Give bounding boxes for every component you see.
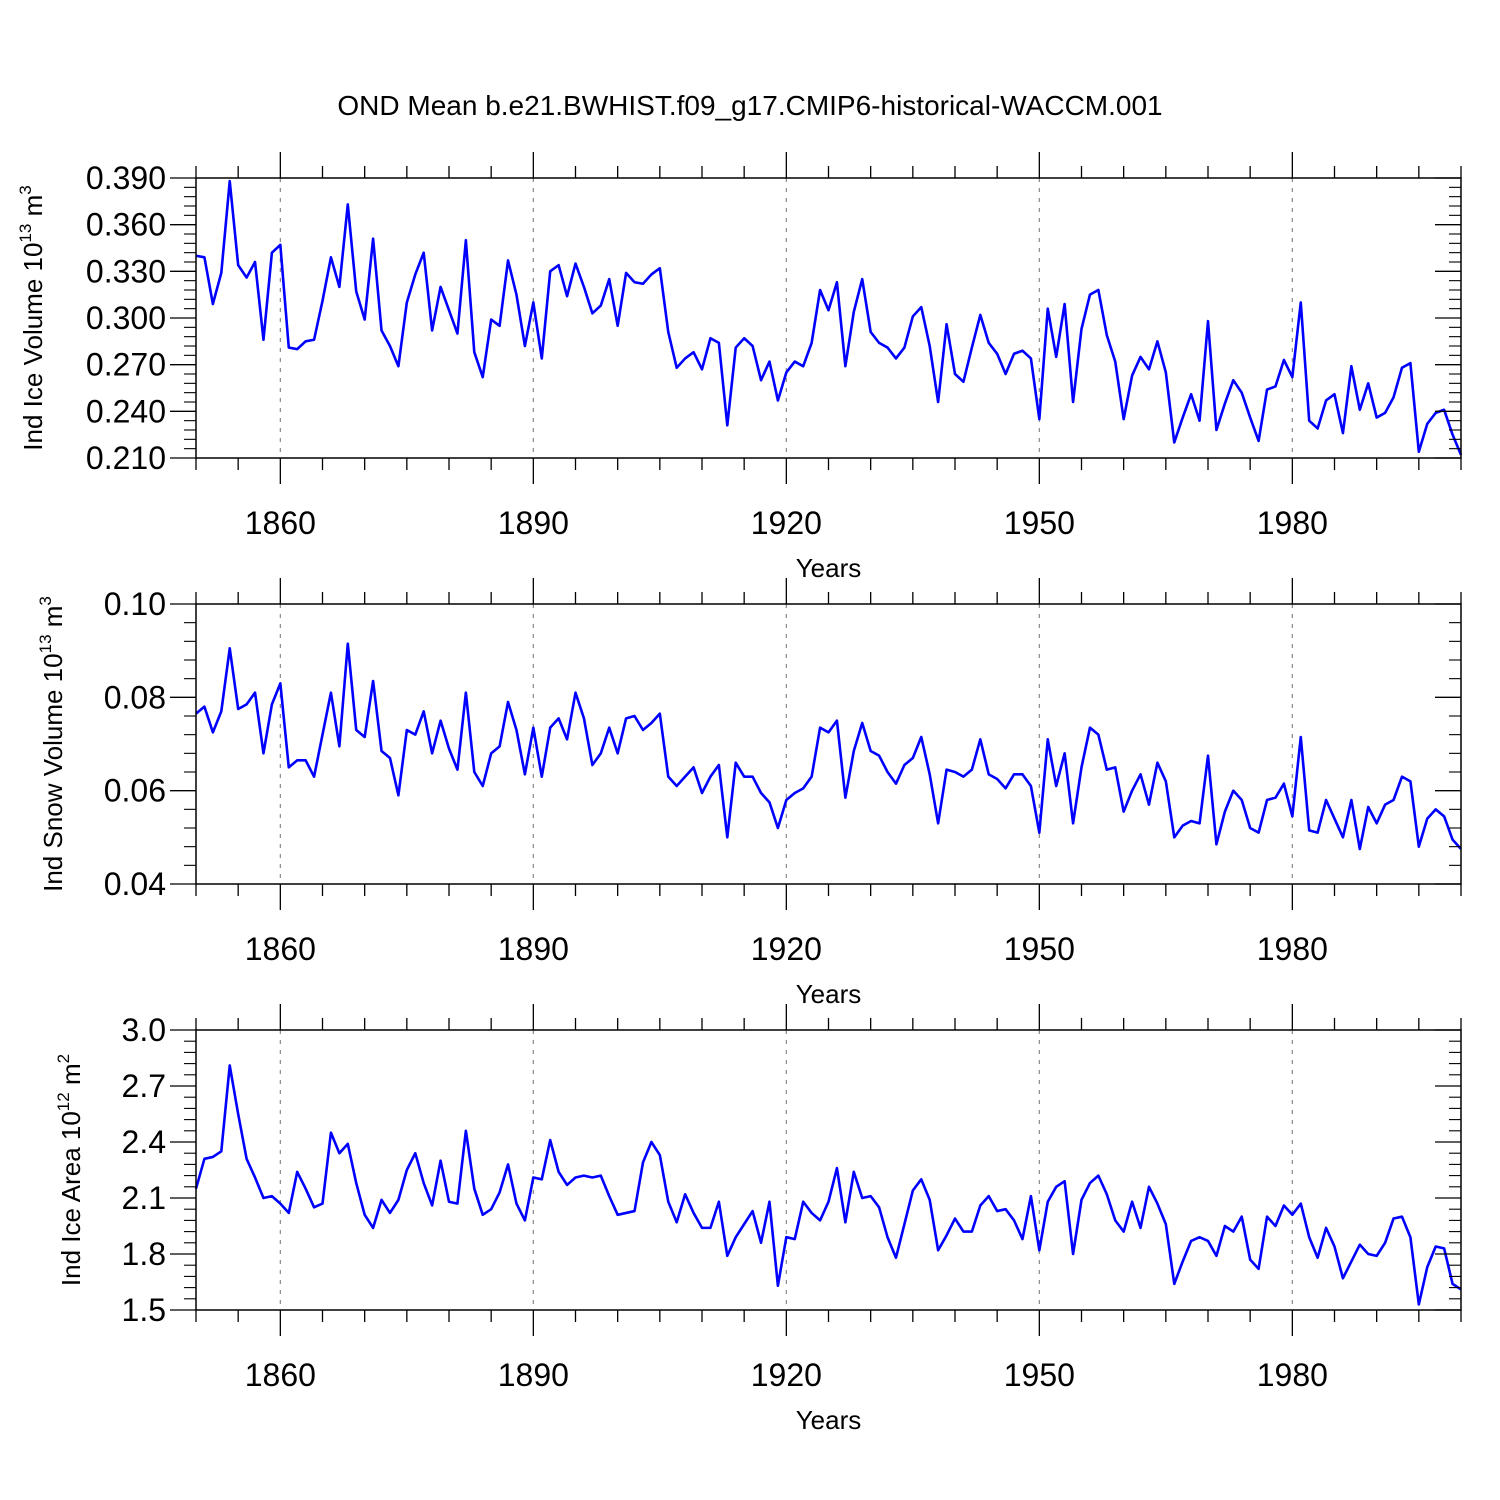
- x-tick-label: 1950: [1004, 931, 1075, 967]
- y-tick-label: 0.06: [104, 773, 166, 809]
- ice-volume-panel: 0.210 0.240 0.270 0.300 0.330 0.360 0.390 1860 1…: [16, 152, 1463, 583]
- y-axis-title: Ind Snow Volume 1013 m3: [36, 596, 68, 892]
- plot-frame: [195, 603, 1462, 885]
- x-tick-label: 1920: [751, 1357, 822, 1393]
- y-tick-label: 0.270: [86, 347, 166, 383]
- y-axis-title-unit-exponent: 3: [36, 596, 55, 605]
- y-tick-label: 1.5: [122, 1292, 166, 1328]
- x-tick-label: 1920: [751, 505, 822, 541]
- x-tick-label: 1920: [751, 931, 822, 967]
- series-line: [194, 1064, 1462, 1306]
- ice-area-panel: 1.5 1.8 2.1 2.4 2.7 3.0 1860 1890 1920 1950 1980 Ye…: [54, 1004, 1462, 1435]
- y-axis-title-exponent: 12: [54, 1092, 73, 1111]
- y-tick-label: 0.330: [86, 253, 166, 289]
- y-tick-label: 0.10: [104, 586, 166, 622]
- x-tick-label: 1980: [1257, 1357, 1328, 1393]
- y-tick-label: 0.390: [86, 160, 166, 196]
- x-tick-label: 1860: [245, 505, 316, 541]
- y-axis-title-text: Ind Ice Area 10: [56, 1111, 86, 1286]
- y-axis-title-unit: m: [18, 195, 48, 224]
- plot-frame: [195, 1029, 1462, 1311]
- y-axis-title-text: Ind Ice Volume 10: [18, 243, 48, 451]
- y-tick-label: 0.210: [86, 440, 166, 476]
- y-tick-label: 0.240: [86, 393, 166, 429]
- y-axis-title: Ind Ice Area 1012 m2: [54, 1054, 86, 1286]
- y-tick-label: 1.8: [122, 1236, 166, 1272]
- x-tick-label: 1950: [1004, 1357, 1075, 1393]
- series-line: [195, 642, 1462, 851]
- y-tick-label: 0.08: [104, 679, 166, 715]
- y-tick-label: 0.04: [104, 866, 166, 902]
- y-tick-label: 0.360: [86, 207, 166, 243]
- y-axis-title-unit-exponent: 2: [54, 1054, 73, 1063]
- x-tick-label: 1860: [245, 1357, 316, 1393]
- x-axis-title: Years: [796, 979, 862, 1009]
- x-tick-label: 1950: [1004, 505, 1075, 541]
- y-axis-title: Ind Ice Volume 1013 m3: [16, 185, 48, 450]
- y-tick-label: 3.0: [122, 1012, 166, 1048]
- x-axis-title: Years: [796, 1405, 862, 1435]
- y-axis-title-exponent: 13: [16, 224, 35, 243]
- x-tick-label: 1980: [1257, 505, 1328, 541]
- x-tick-label: 1860: [245, 931, 316, 967]
- x-tick-label: 1890: [498, 931, 569, 967]
- series-line: [195, 179, 1463, 456]
- y-tick-label: 2.1: [122, 1180, 166, 1216]
- x-axis-title: Years: [796, 553, 862, 583]
- y-axis-title-text: Ind Snow Volume 10: [38, 653, 68, 892]
- y-tick-label: 2.7: [122, 1068, 166, 1104]
- y-axis-title-exponent: 13: [36, 634, 55, 653]
- plot-frame: [195, 177, 1462, 459]
- x-tick-label: 1890: [498, 505, 569, 541]
- y-axis-title-unit-exponent: 3: [16, 185, 35, 194]
- y-tick-label: 2.4: [122, 1124, 166, 1160]
- snow-volume-panel: 0.04 0.06 0.08 0.10 1860 1890 1920 1950 1980 Year…: [36, 578, 1462, 1009]
- x-tick-label: 1980: [1257, 931, 1328, 967]
- y-axis-title-unit: m: [38, 606, 68, 635]
- y-tick-label: 0.300: [86, 300, 166, 336]
- x-tick-label: 1890: [498, 1357, 569, 1393]
- figure-title: OND Mean b.e21.BWHIST.f09_g17.CMIP6-hist…: [337, 90, 1162, 121]
- y-axis-title-unit: m: [56, 1063, 86, 1092]
